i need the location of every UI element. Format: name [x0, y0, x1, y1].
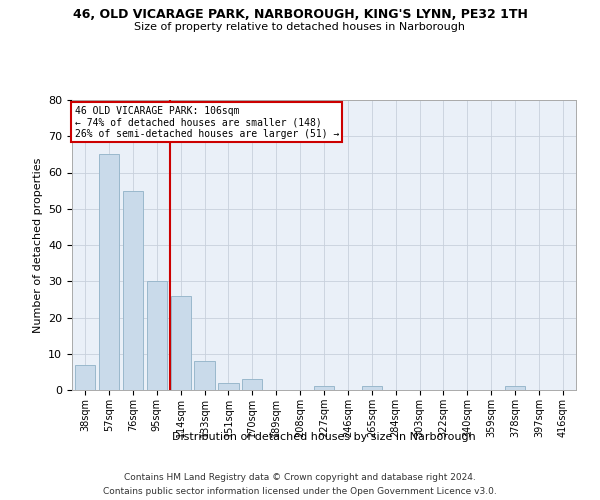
Bar: [362, 386, 382, 390]
Text: 46 OLD VICARAGE PARK: 106sqm
← 74% of detached houses are smaller (148)
26% of s: 46 OLD VICARAGE PARK: 106sqm ← 74% of de…: [74, 106, 339, 139]
Bar: [75, 364, 95, 390]
Bar: [242, 379, 262, 390]
Bar: [505, 386, 525, 390]
Bar: [170, 296, 191, 390]
Bar: [218, 383, 239, 390]
Text: Distribution of detached houses by size in Narborough: Distribution of detached houses by size …: [172, 432, 476, 442]
Text: 46, OLD VICARAGE PARK, NARBOROUGH, KING'S LYNN, PE32 1TH: 46, OLD VICARAGE PARK, NARBOROUGH, KING'…: [73, 8, 527, 20]
Bar: [146, 281, 167, 390]
Text: Contains HM Land Registry data © Crown copyright and database right 2024.: Contains HM Land Registry data © Crown c…: [124, 472, 476, 482]
Text: Contains public sector information licensed under the Open Government Licence v3: Contains public sector information licen…: [103, 488, 497, 496]
Y-axis label: Number of detached properties: Number of detached properties: [32, 158, 43, 332]
Text: Size of property relative to detached houses in Narborough: Size of property relative to detached ho…: [134, 22, 466, 32]
Bar: [194, 361, 215, 390]
Bar: [314, 386, 334, 390]
Bar: [99, 154, 119, 390]
Bar: [123, 190, 143, 390]
